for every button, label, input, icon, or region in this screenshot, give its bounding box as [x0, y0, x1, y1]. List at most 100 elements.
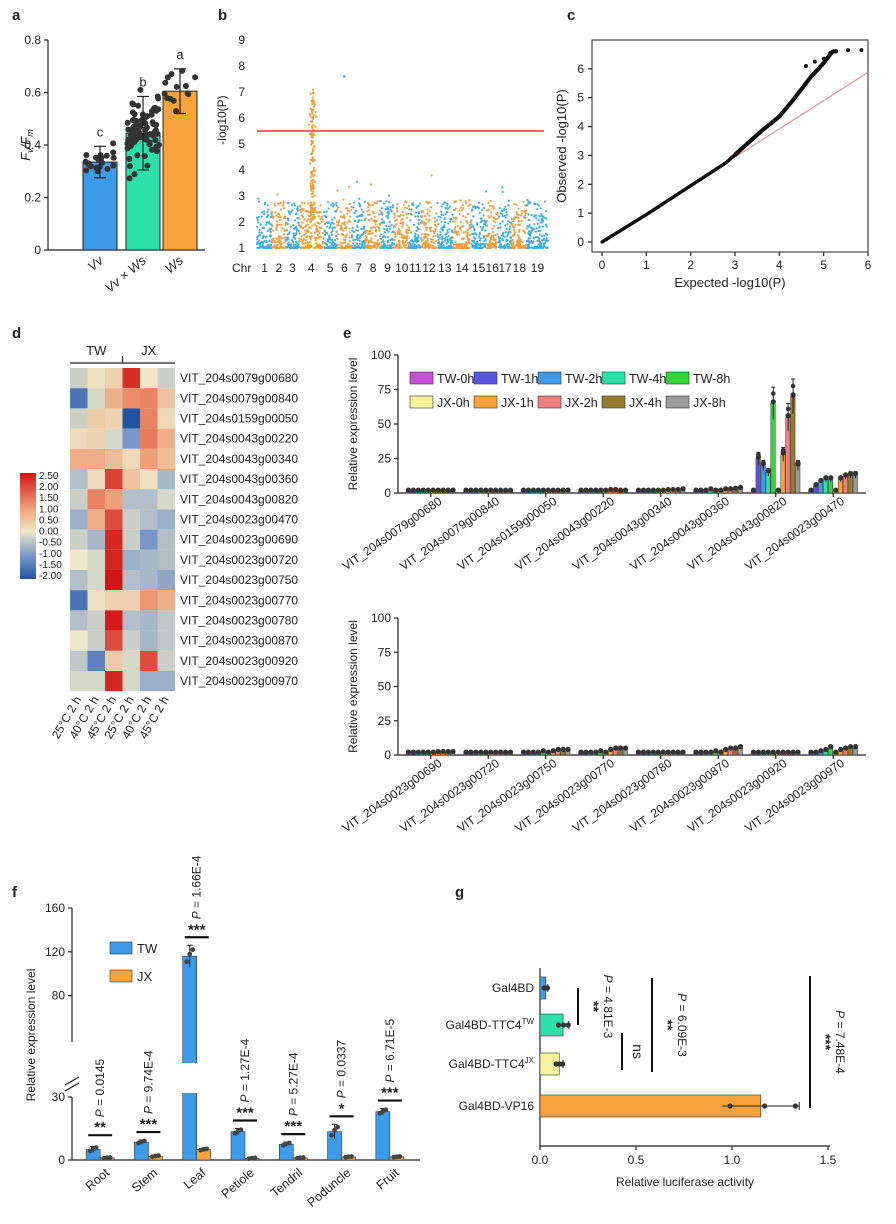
qq-point: [812, 59, 817, 64]
snp-point: [479, 244, 482, 247]
x-tick-label: Vv × Ws: [102, 252, 149, 295]
chromosome-7-points: [350, 180, 367, 250]
snp-point: [300, 214, 303, 217]
snp-point: [420, 211, 423, 214]
snp-point: [271, 216, 274, 219]
snp-point: [445, 235, 448, 238]
y-tick-label: 6: [577, 62, 584, 76]
qq-points: [600, 48, 864, 244]
data-point: [148, 146, 155, 153]
heatmap-cell: [87, 529, 105, 550]
panel-letter-c: c: [567, 7, 575, 24]
snp-point: [301, 240, 304, 243]
qq-point: [803, 63, 808, 68]
snp-point: [517, 223, 520, 226]
data-point: [473, 487, 479, 493]
snp-point: [527, 230, 531, 233]
snp-point: [352, 239, 355, 242]
bar-TW-Leaf: [182, 955, 198, 1161]
snp-point: [420, 219, 424, 223]
snp-point: [354, 209, 358, 212]
snp-point: [303, 233, 306, 236]
heatmap-cell: [157, 610, 175, 631]
snp-point: [401, 218, 404, 221]
snp-point: [335, 220, 339, 223]
snp-point: [417, 243, 420, 247]
heatmap-cell: [105, 529, 123, 550]
data-point: [852, 744, 859, 750]
snp-point: [499, 246, 502, 250]
snp-point: [506, 223, 509, 226]
snp-point: [290, 239, 294, 242]
snp-point: [398, 215, 401, 218]
snp-point: [442, 213, 445, 216]
snp-point: [279, 201, 282, 204]
snp-point: [348, 236, 351, 239]
snp-point: [468, 203, 472, 206]
bar-TW-Fruit: [375, 1111, 391, 1161]
snp-point: [371, 210, 374, 213]
snp-point: [489, 243, 492, 247]
peak-point: [312, 118, 315, 121]
snp-point: [303, 202, 306, 205]
data-point: [415, 749, 421, 755]
p-value-number: = 6.09E-3: [675, 1001, 689, 1057]
snp-point: [513, 230, 516, 233]
snp-point: [276, 243, 279, 246]
chromosome-6-points: [335, 185, 354, 250]
snp-point: [496, 217, 499, 220]
snp-point: [315, 237, 318, 240]
bar-Ws: [162, 90, 198, 251]
snp-point: [496, 233, 499, 236]
snp-point: [482, 206, 486, 210]
snp-point: [278, 218, 282, 221]
snp-point: [517, 245, 520, 248]
snp-point: [416, 246, 419, 249]
snp-point: [426, 237, 429, 240]
snp-point: [380, 212, 383, 215]
snp-point: [420, 239, 423, 242]
data-point: [425, 487, 431, 493]
snp-point: [298, 217, 301, 220]
snp-point: [343, 223, 346, 226]
data-point: [588, 749, 594, 755]
data-point: [593, 749, 599, 755]
snp-point: [432, 235, 435, 238]
snp-point: [266, 230, 270, 233]
snp-point: [307, 214, 311, 217]
snp-point: [374, 235, 377, 238]
snp-point: [331, 221, 334, 224]
snp-point: [301, 227, 305, 230]
heatmap-cell: [140, 671, 158, 692]
snp-point: [457, 230, 460, 233]
qq-point: [859, 48, 864, 53]
snp-point: [496, 211, 499, 214]
data-point: [151, 129, 158, 136]
snp-point: [368, 219, 371, 222]
snp-point: [299, 246, 303, 250]
heatmap-cell: [70, 408, 88, 429]
comparison-stars: ***: [818, 1034, 834, 1051]
snp-point: [373, 220, 376, 223]
snp-point: [505, 213, 508, 216]
snp-point: [410, 213, 413, 216]
snp-point: [383, 227, 386, 231]
row-label: VIT_204s0043g00340: [180, 452, 298, 466]
x-tick-label: 16: [486, 261, 500, 275]
snp-point: [370, 217, 373, 220]
peak-point: [311, 88, 315, 92]
snp-point: [383, 231, 386, 234]
snp-point: [460, 225, 464, 228]
snp-point: [476, 243, 479, 246]
data-point: [125, 136, 132, 143]
snp-point: [492, 238, 495, 242]
snp-point: [511, 242, 514, 246]
snp-point: [439, 210, 443, 213]
y-tick-label: 0.6: [24, 86, 41, 100]
snp-point: [377, 227, 381, 230]
data-point: [766, 467, 771, 473]
snp-point: [281, 246, 284, 249]
snp-point: [433, 216, 436, 220]
significance-stars: *: [339, 1100, 345, 1117]
